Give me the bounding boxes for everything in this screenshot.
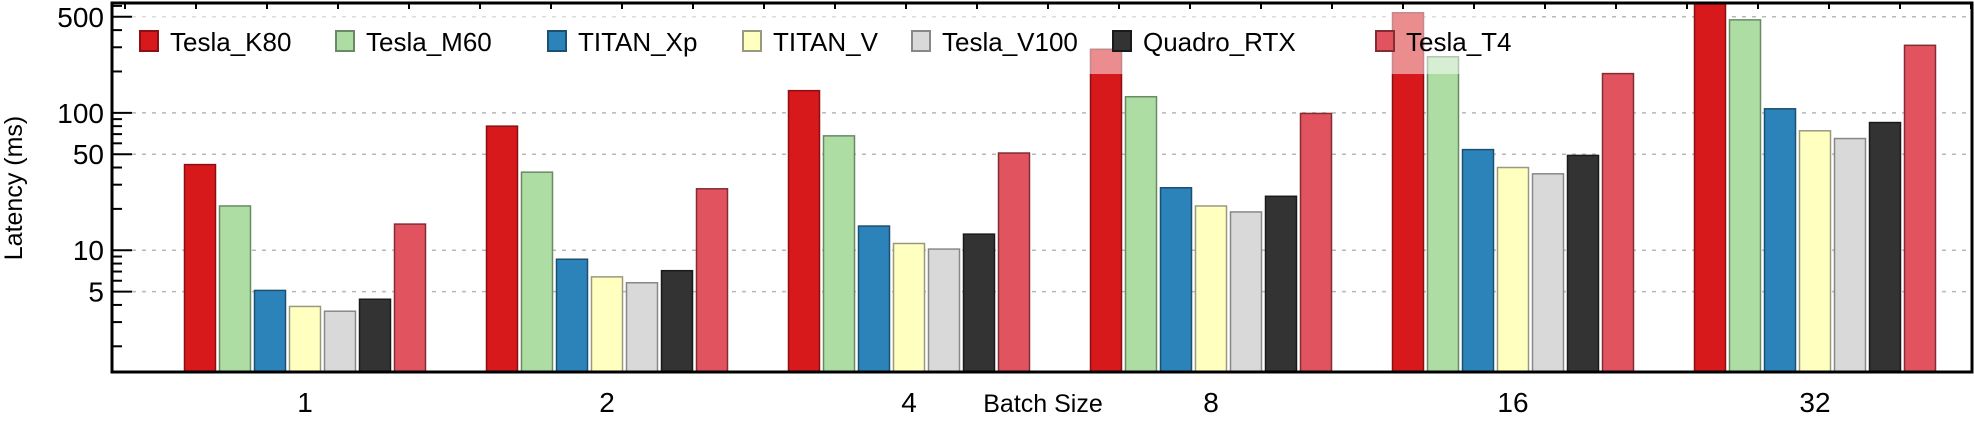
bar-quadro-rtx-batch-2: [660, 269, 694, 373]
bar-titan-xp-batch-4: [857, 225, 891, 373]
bars: [183, 2, 1937, 373]
y-tick-label: 50: [73, 139, 104, 170]
bar-titan-v-batch-16: [1496, 166, 1530, 373]
legend-label: Tesla_V100: [942, 27, 1078, 57]
bar-titan-v-batch-4: [892, 242, 926, 373]
bar-titan-xp-batch-8: [1159, 186, 1193, 373]
legend-swatch-titan-v: [742, 30, 762, 52]
bar-tesla-v100-batch-4: [927, 248, 961, 373]
bar-tesla-m60-batch-1: [218, 205, 252, 373]
y-tick-label: 500: [57, 2, 104, 33]
legend-label: TITAN_Xp: [578, 27, 697, 57]
bar-tesla-k80-batch-32: [1693, 2, 1727, 373]
bar-tesla-t4-batch-16: [1601, 72, 1635, 373]
legend-label: TITAN_V: [773, 27, 879, 57]
bar-tesla-m60-batch-16: [1426, 55, 1460, 373]
bar-tesla-t4-batch-4: [997, 152, 1031, 373]
y-tick-label: 5: [88, 277, 104, 308]
bar-quadro-rtx-batch-16: [1566, 154, 1600, 373]
legend-background: [122, 2, 1522, 74]
legend-swatch-tesla-t4: [1375, 30, 1395, 52]
legend-swatch-titan-xp: [547, 30, 567, 52]
bar-titan-v-batch-8: [1194, 205, 1228, 373]
legend-swatch-tesla-k80: [139, 30, 159, 52]
bar-tesla-v100-batch-16: [1531, 173, 1565, 373]
y-tick-label: 100: [57, 98, 104, 129]
bar-tesla-k80-batch-4: [787, 89, 821, 373]
bar-titan-v-batch-32: [1798, 130, 1832, 373]
gridlines: [132, 16, 1972, 293]
legend-swatch-quadro-rtx: [1112, 30, 1132, 52]
bar-tesla-t4-batch-1: [393, 223, 427, 373]
bar-tesla-m60-batch-2: [520, 171, 554, 373]
bar-tesla-v100-batch-8: [1229, 211, 1263, 373]
bar-titan-xp-batch-16: [1461, 148, 1495, 373]
bar-tesla-m60-batch-4: [822, 135, 856, 373]
x-tick-label: 2: [599, 387, 615, 418]
y-axis-title: Latency (ms): [0, 116, 28, 260]
bar-quadro-rtx-batch-8: [1264, 195, 1298, 373]
bar-tesla-t4-batch-2: [695, 188, 729, 373]
x-tick-label: 4: [901, 387, 917, 418]
bar-tesla-t4-batch-8: [1299, 112, 1333, 373]
x-axis-title: Batch Size: [983, 390, 1103, 418]
tick-labels: 5 10 50 100 500 1 2 4 8 16 32: [57, 2, 1830, 418]
legend-swatch-tesla-m60: [335, 30, 355, 52]
bar-titan-v-batch-2: [590, 276, 624, 373]
plot-frame: [110, 1, 1974, 374]
bar-tesla-k80-batch-1: [183, 163, 217, 373]
bar-tesla-v100-batch-2: [625, 282, 659, 373]
bar-quadro-rtx-batch-1: [358, 298, 392, 373]
bar-tesla-k80-batch-2: [485, 125, 519, 373]
legend-swatch-tesla-v100: [911, 30, 931, 52]
bar-titan-xp-batch-1: [253, 289, 287, 373]
x-tick-label: 16: [1497, 387, 1528, 418]
x-tick-label: 32: [1799, 387, 1830, 418]
bar-tesla-v100-batch-32: [1833, 137, 1867, 373]
x-tick-label: 8: [1203, 387, 1219, 418]
bar-tesla-k80-batch-8: [1089, 48, 1123, 373]
legend-label: Tesla_M60: [366, 27, 492, 57]
bar-quadro-rtx-batch-32: [1868, 121, 1902, 373]
axes: [110, 1, 1974, 374]
bar-tesla-m60-batch-32: [1728, 19, 1762, 373]
bar-quadro-rtx-batch-4: [962, 233, 996, 373]
bar-titan-xp-batch-32: [1763, 108, 1797, 373]
bar-tesla-m60-batch-8: [1124, 95, 1158, 373]
legend-label: Quadro_RTX: [1143, 27, 1296, 57]
bar-titan-xp-batch-2: [555, 258, 589, 373]
legend-label: Tesla_T4: [1406, 27, 1512, 57]
bar-tesla-t4-batch-32: [1903, 44, 1937, 373]
x-tick-label: 1: [297, 387, 313, 418]
y-tick-label: 10: [73, 235, 104, 266]
legend: Tesla_K80 Tesla_M60 TITAN_Xp TITAN_V Tesla_V…: [122, 2, 1522, 74]
bar-titan-v-batch-1: [288, 305, 322, 373]
bar-tesla-v100-batch-1: [323, 310, 357, 373]
legend-label: Tesla_K80: [170, 27, 291, 57]
